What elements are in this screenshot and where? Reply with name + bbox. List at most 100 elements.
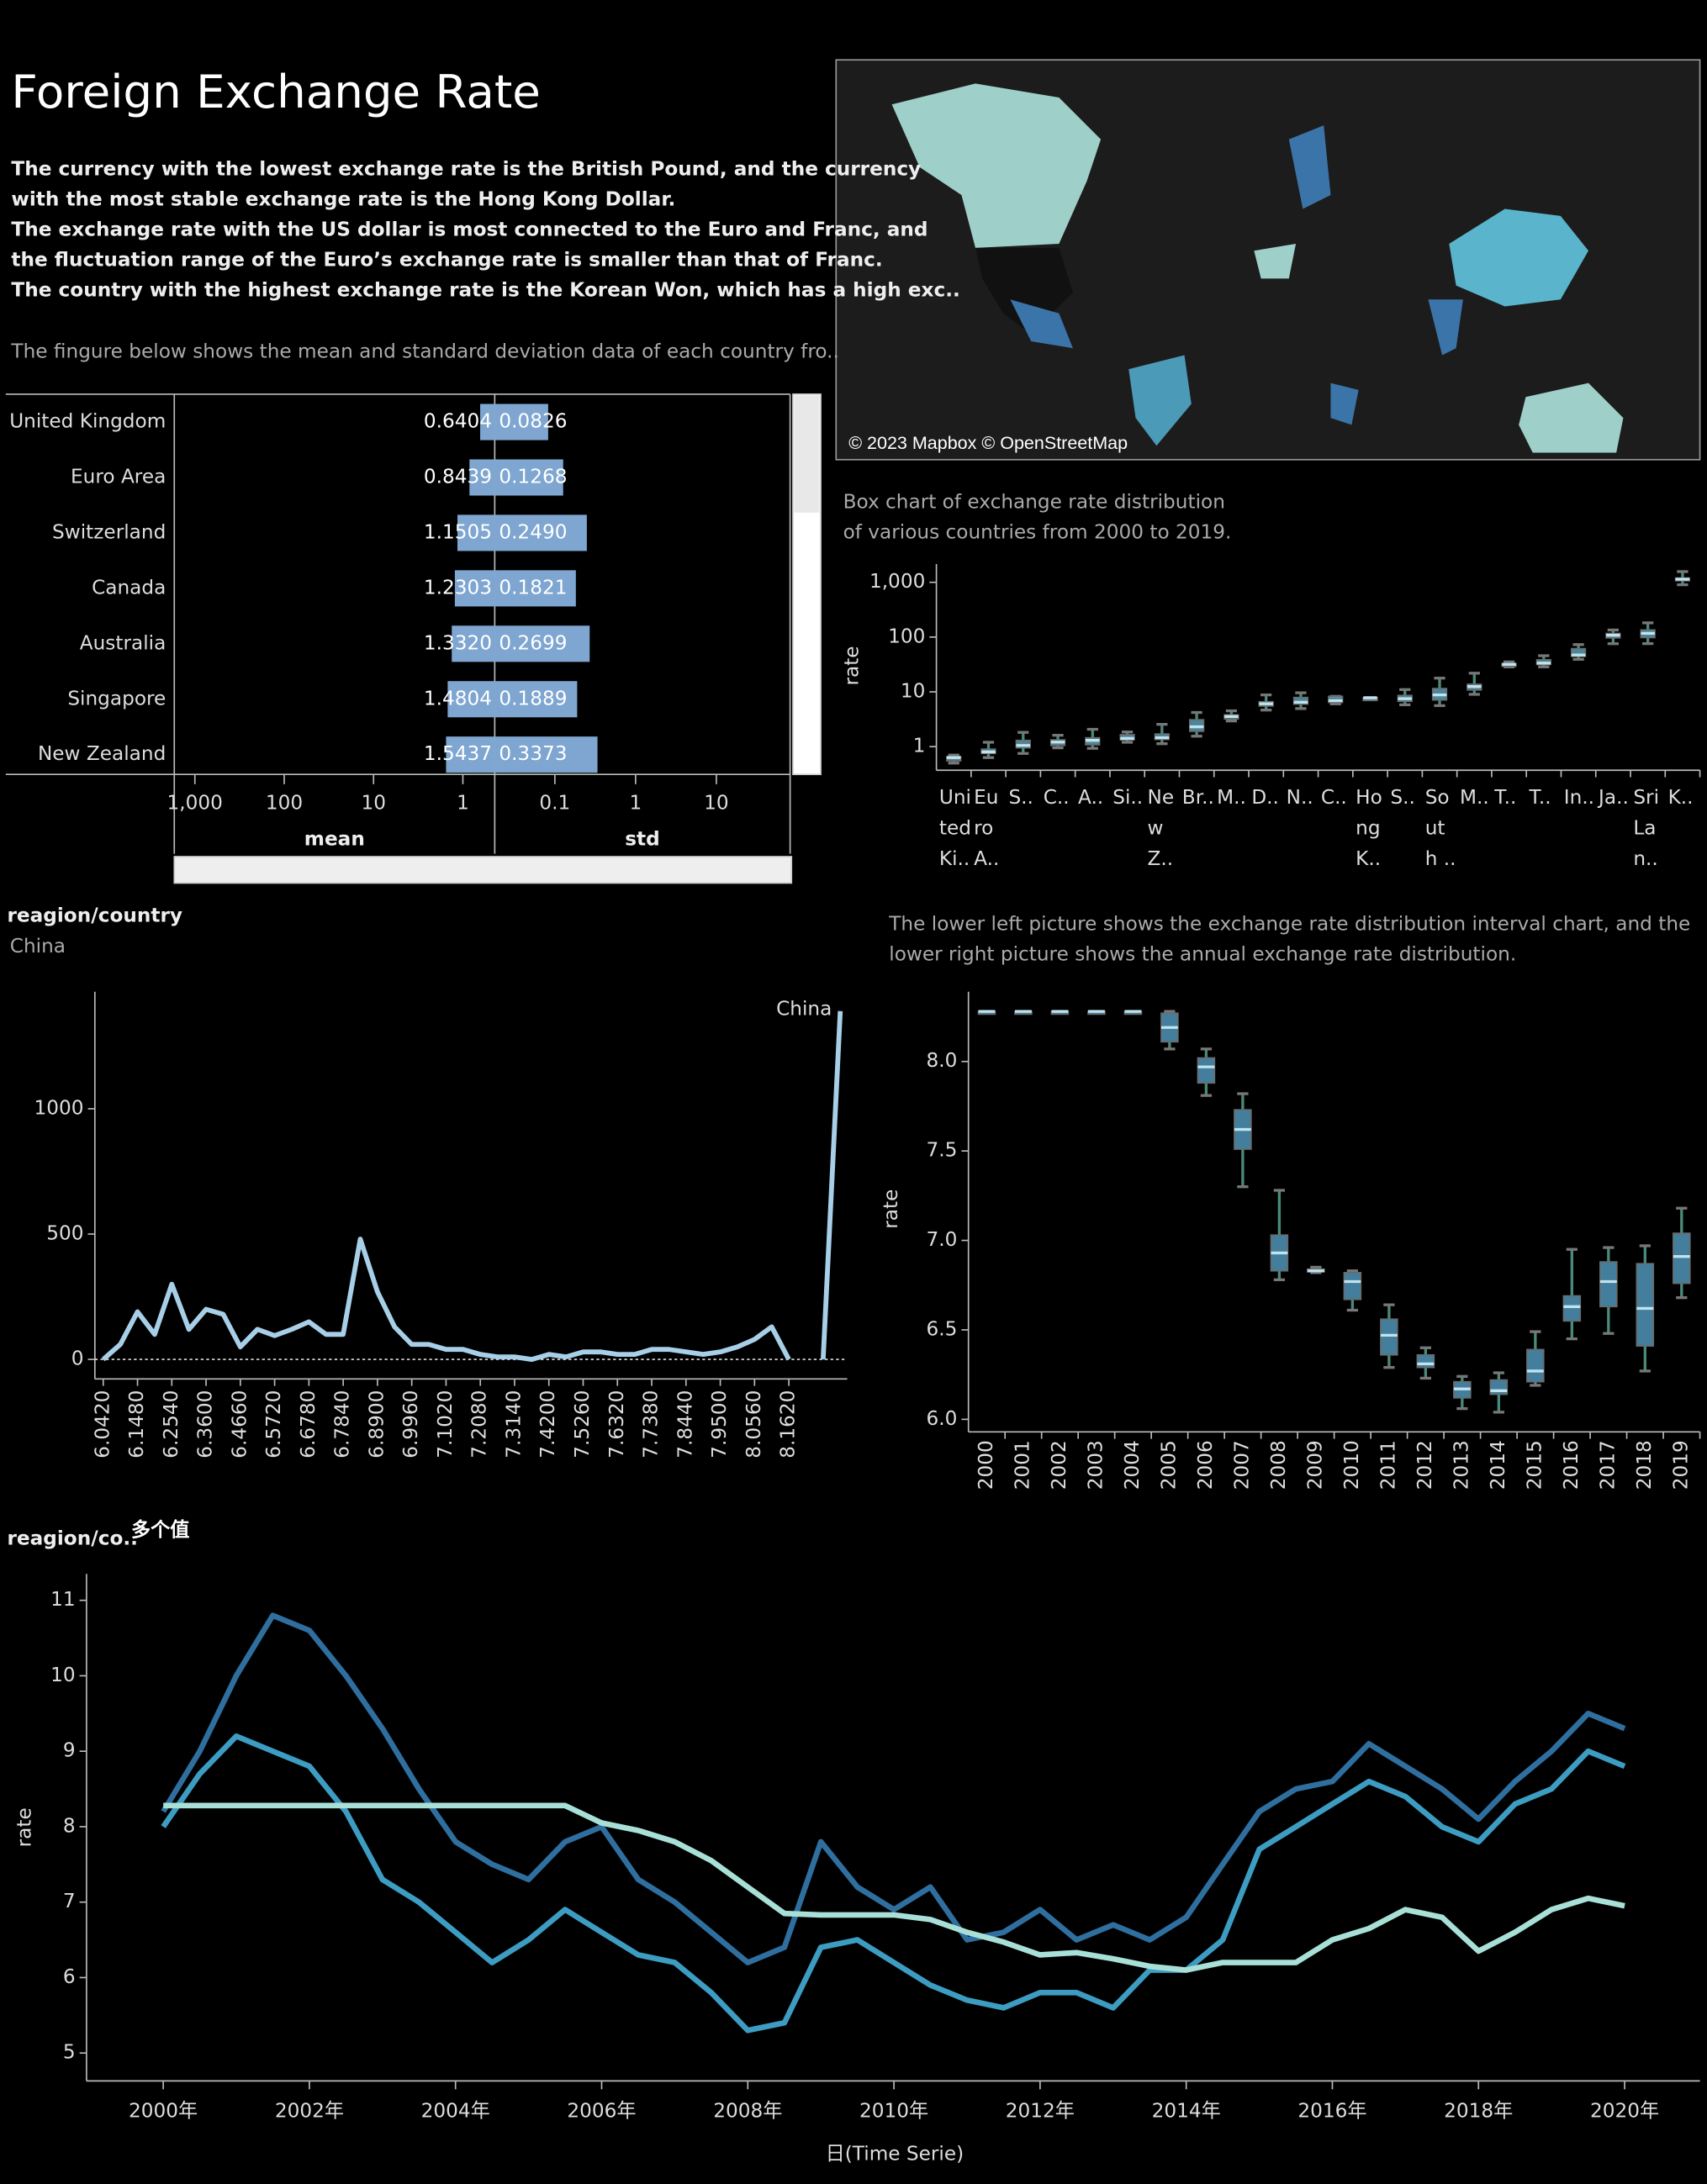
x-tick-label: S.. (1390, 786, 1414, 809)
x-tick-label: Z.. (1148, 847, 1174, 870)
axis-title: mean (304, 828, 365, 851)
y-tick-label: 8 (63, 1814, 76, 1837)
x-tick-label: 2014 (1487, 1440, 1509, 1490)
description-line: The country with the highest exchange ra… (11, 278, 959, 301)
box (1673, 1232, 1691, 1285)
x-tick-label: 2011 (1377, 1440, 1399, 1490)
line (101, 1237, 791, 1363)
x-tick-label: T.. (1493, 786, 1516, 809)
description-line: the fluctuation range of the Euro’s exch… (11, 249, 882, 272)
bar (494, 459, 563, 496)
map-region (1010, 299, 1073, 349)
x-tick-label: 7.9500 (708, 1390, 731, 1459)
x-tick-label: 2014年 (1152, 2099, 1221, 2122)
x-tick-label: Ne (1148, 786, 1175, 809)
y-tick-label: 7 (63, 1890, 76, 1912)
filter-value: 多个值 (131, 1518, 190, 1541)
x-tick-label: 2008年 (713, 2099, 782, 2122)
x-tick-label: M.. (1217, 786, 1246, 809)
x-tick-label: 7.8440 (674, 1390, 696, 1459)
value-label: 0.2699 (499, 631, 567, 654)
y-tick-label: 0 (71, 1348, 84, 1370)
x-tick-label: 6.7840 (331, 1390, 354, 1459)
bar (480, 404, 495, 440)
y-tick-label: 7.5 (927, 1139, 958, 1162)
x-tick-label: 1,000 (167, 792, 223, 815)
filter-label: reagion/country (7, 905, 182, 927)
x-tick-label: A.. (974, 847, 999, 870)
x-tick-label: 2000年 (129, 2099, 198, 2122)
y-tick-label: 500 (46, 1221, 83, 1244)
y-tick-label: 7.0 (927, 1228, 958, 1251)
x-tick-label: 2006 (1194, 1440, 1217, 1490)
y-tick-label: 1 (913, 735, 926, 757)
map-region (1449, 208, 1589, 307)
x-tick-label: ut (1425, 816, 1445, 839)
map-region (1428, 299, 1463, 356)
category-label: United Kingdom (9, 410, 166, 433)
x-tick-label: 2008 (1267, 1440, 1290, 1490)
x-tick-label: 8.1620 (777, 1390, 800, 1459)
map-attribution: © 2023 Mapbox © OpenStreetMap (848, 433, 1128, 453)
x-tick-label: 6.9960 (399, 1390, 422, 1459)
value-label: 0.1889 (499, 687, 567, 710)
x-tick-label: 2001 (1011, 1440, 1033, 1490)
chart-title: of various countries from 2000 to 2019. (843, 520, 1232, 543)
scrollbar-thumb[interactable] (794, 395, 820, 513)
x-tick-label: 7.3140 (502, 1390, 525, 1459)
x-tick-label: 7.1020 (434, 1390, 457, 1459)
x-tick-label: 2012 (1414, 1440, 1436, 1490)
x-tick-label: ng (1356, 816, 1380, 839)
dashboard-title: Foreign Exchange Rate (11, 65, 540, 119)
x-tick-label: 10 (361, 792, 386, 815)
x-tick-label: 2020年 (1590, 2099, 1659, 2122)
x-tick-label: 6.5720 (262, 1390, 285, 1459)
x-tick-label: 10 (704, 792, 729, 815)
scrollbar[interactable] (173, 856, 793, 884)
value-label: 0.8439 (424, 465, 492, 488)
line (163, 1802, 1625, 1973)
y-tick-label: 10 (901, 679, 926, 702)
category-label: New Zealand (38, 742, 166, 765)
x-tick-label: 2015 (1523, 1440, 1546, 1490)
value-label: 0.1268 (499, 465, 567, 488)
x-tick-label: 6.2540 (160, 1390, 182, 1459)
box (1526, 1348, 1545, 1383)
x-tick-label: Sri (1633, 786, 1659, 809)
x-tick-label: A.. (1078, 786, 1103, 809)
box (1380, 1318, 1398, 1356)
bar (452, 625, 495, 662)
x-tick-label: S.. (1008, 786, 1033, 809)
y-tick-label: 8.0 (927, 1049, 958, 1072)
bar (457, 514, 495, 551)
x-tick-label: T.. (1529, 786, 1551, 809)
value-label: 1.4804 (424, 687, 492, 710)
x-tick-label: 2013 (1450, 1440, 1472, 1490)
x-tick-label: So (1425, 786, 1450, 809)
x-tick-label: 2010年 (859, 2099, 928, 2122)
x-tick-label: 2012年 (1006, 2099, 1075, 2122)
x-tick-label: 2002 (1048, 1440, 1070, 1490)
x-tick-label: C.. (1321, 786, 1347, 809)
x-tick-label: 2006年 (567, 2099, 636, 2122)
x-tick-label: D.. (1251, 786, 1279, 809)
x-tick-label: 6.1480 (125, 1390, 148, 1459)
note: The fingure below shows the mean and sta… (10, 340, 838, 363)
x-tick-label: 2000 (975, 1440, 997, 1490)
category-label: Singapore (67, 687, 166, 710)
x-tick-label: 7.7380 (640, 1390, 663, 1459)
bar (494, 404, 548, 440)
x-tick-label: 2018年 (1444, 2099, 1513, 2122)
bar (446, 736, 495, 773)
value-label: 0.2490 (499, 520, 567, 543)
chart-title: lower right picture shows the annual exc… (889, 942, 1516, 965)
x-axis-label: 日(Time Serie) (826, 2143, 964, 2166)
bar (494, 625, 590, 662)
line (820, 1010, 843, 1360)
value-label: 1.3320 (424, 631, 492, 654)
x-tick-label: 6.6780 (297, 1390, 320, 1459)
y-axis-label: rate (841, 646, 864, 685)
line (161, 1733, 1626, 2034)
box (1292, 696, 1309, 705)
